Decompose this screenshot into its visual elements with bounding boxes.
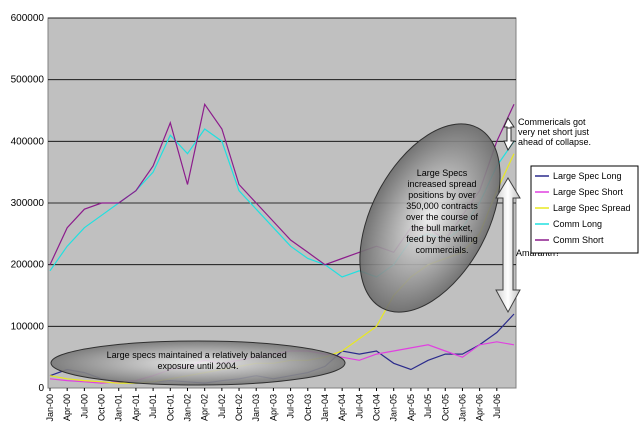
x-tick-label: Jul-02	[217, 394, 227, 419]
x-tick-label: Jan-06	[457, 394, 467, 422]
y-tick-label: 400000	[11, 136, 45, 147]
x-tick-label: Apr-02	[200, 394, 210, 421]
x-tick-label: Jul-05	[423, 394, 433, 419]
x-tick-label: Apr-03	[268, 394, 278, 421]
x-tick-label: Apr-04	[337, 394, 347, 421]
legend-label: Comm Short	[553, 235, 604, 245]
x-tick-label: Oct-04	[372, 394, 382, 421]
x-axis-ticks: Jan-00 Apr-00 Jul-00 Oct-00 Jan-01 Apr-01 Jul-…	[45, 388, 502, 422]
y-axis-ticks: 0 100000 200000 300000 400000 500000 600000	[11, 13, 45, 394]
y-tick-label: 100000	[11, 321, 45, 332]
y-tick-label: 0	[38, 383, 44, 394]
legend-label: Large Spec Short	[553, 187, 624, 197]
annotation-net-short: Commericals got very net short just ahead …	[503, 116, 591, 152]
y-tick-label: 200000	[11, 260, 45, 271]
legend-label: Large Spec Long	[553, 171, 622, 181]
x-tick-label: Jul-04	[354, 394, 364, 419]
x-tick-label: Jan-03	[251, 394, 261, 422]
x-tick-label: Oct-01	[165, 394, 175, 421]
y-tick-label: 300000	[11, 198, 45, 209]
legend: Large Spec Long Large Spec Short Large Spe…	[530, 165, 639, 254]
x-tick-label: Jan-04	[320, 394, 330, 422]
y-tick-label: 600000	[11, 13, 45, 24]
x-tick-label: Jan-05	[389, 394, 399, 422]
x-tick-label: Oct-03	[303, 394, 313, 421]
x-tick-label: Jul-01	[148, 394, 158, 419]
x-tick-label: Apr-00	[62, 394, 72, 421]
annotation-balanced: Large specs maintained a relatively bala…	[50, 340, 346, 386]
x-tick-label: Apr-05	[406, 394, 416, 421]
x-tick-label: Jul-06	[492, 394, 502, 419]
x-tick-label: Apr-01	[131, 394, 141, 421]
x-tick-label: Oct-02	[234, 394, 244, 421]
x-tick-label: Oct-05	[440, 394, 450, 421]
x-tick-label: Jan-01	[114, 394, 124, 422]
annotation-spread-text: Large Specs increased spread positions by …	[406, 168, 479, 255]
x-tick-label: Apr-06	[475, 394, 485, 421]
legend-label: Large Spec Spread	[553, 203, 631, 213]
x-tick-label: Jan-00	[45, 394, 55, 422]
x-tick-label: Jul-00	[79, 394, 89, 419]
annotation-spread: Large Specs increased spread positions by …	[359, 123, 501, 313]
annotation-net-short-text: Commericals got very net short just ahead …	[518, 117, 591, 147]
x-tick-label: Jan-02	[182, 394, 192, 422]
y-tick-label: 500000	[11, 75, 45, 86]
x-tick-label: Oct-00	[97, 394, 107, 421]
x-tick-label: Jul-03	[286, 394, 296, 419]
annotation-balanced-text: Large specs maintained a relatively bala…	[107, 350, 290, 371]
legend-label: Comm Long	[553, 219, 602, 229]
